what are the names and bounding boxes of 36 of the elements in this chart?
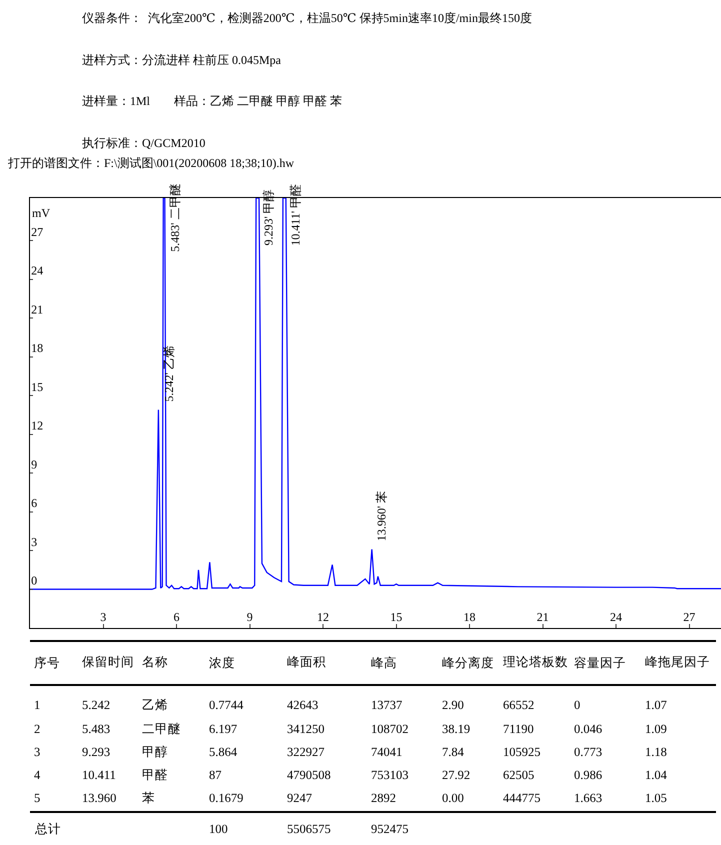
x-tick-label: 12 — [317, 610, 329, 624]
x-tick-label: 18 — [464, 610, 476, 624]
x-tick-label: 6 — [174, 610, 180, 624]
x-tick-label: 15 — [390, 610, 402, 624]
y-tick-label: 12 — [31, 418, 44, 433]
text: 1 5.242 乙烯 0.7744 42643 13737 2.90 66552 0 1.07 — [34, 698, 667, 712]
y-tick-label: 15 — [31, 380, 44, 394]
text: 4 10.411 甲醛 87 4790508 753103 27.92 62505 0.986 1.04 — [34, 768, 667, 782]
text: 进样量：1Ml 样品：乙烯 二甲醚 甲醇 甲醛 苯 — [82, 94, 342, 108]
y-tick-label: 27 — [31, 224, 44, 239]
text: 总计 100 5506575 952475 — [35, 822, 408, 836]
y-tick-label: 18 — [31, 341, 44, 356]
text: 5 13.960 苯 0.1679 9247 2892 0.00 444775 1.663 1.05 — [34, 791, 667, 805]
text: 执行标准：Q/GCM2010 — [82, 136, 206, 150]
annotation: 13.960' 苯 — [374, 490, 389, 542]
x-tick-label: 27 — [683, 610, 696, 624]
text: 仪器条件： 汽化室200℃，检测器200℃，柱温50℃ 保持5min速率10度/min最终150度 — [82, 11, 532, 25]
y-tick-label: 6 — [31, 496, 38, 510]
y-tick-label: 0 — [31, 574, 38, 588]
text: 3 9.293 甲醇 5.864 322927 74041 7.84 105925 0.773 1.18 — [34, 745, 667, 759]
x-tick-label: 9 — [246, 610, 253, 624]
text: 序号 保留时间 名称 浓度 峰面积 峰高 峰分离度 理论塔板数 容量因子 峰拖尾因子 — [34, 655, 710, 670]
y-axis-title: mV — [32, 206, 50, 220]
x-tick-label: 21 — [536, 610, 549, 624]
annotation: 10.411' 甲醛 — [288, 184, 303, 246]
y-tick-label: 21 — [31, 302, 44, 316]
y-tick-label: 24 — [31, 264, 44, 278]
y-tick-label: 3 — [31, 534, 38, 549]
x-tick-label: 3 — [100, 610, 106, 624]
annotation: 5.483' 二甲醚 — [168, 184, 182, 252]
annotation: 5.242' 乙烯 — [162, 346, 176, 402]
y-tick-label: 9 — [31, 457, 38, 472]
text: 打开的谱图文件：F:\测试图\001(20200608 18;38;10).hw — [7, 156, 294, 170]
text: 进样方式：分流进样 柱前压 0.045Mpa — [82, 53, 282, 67]
text: 2 5.483 二甲醚 6.197 341250 108702 38.19 71190 0.046 1.09 — [34, 722, 667, 736]
x-tick-label: 24 — [610, 610, 622, 624]
